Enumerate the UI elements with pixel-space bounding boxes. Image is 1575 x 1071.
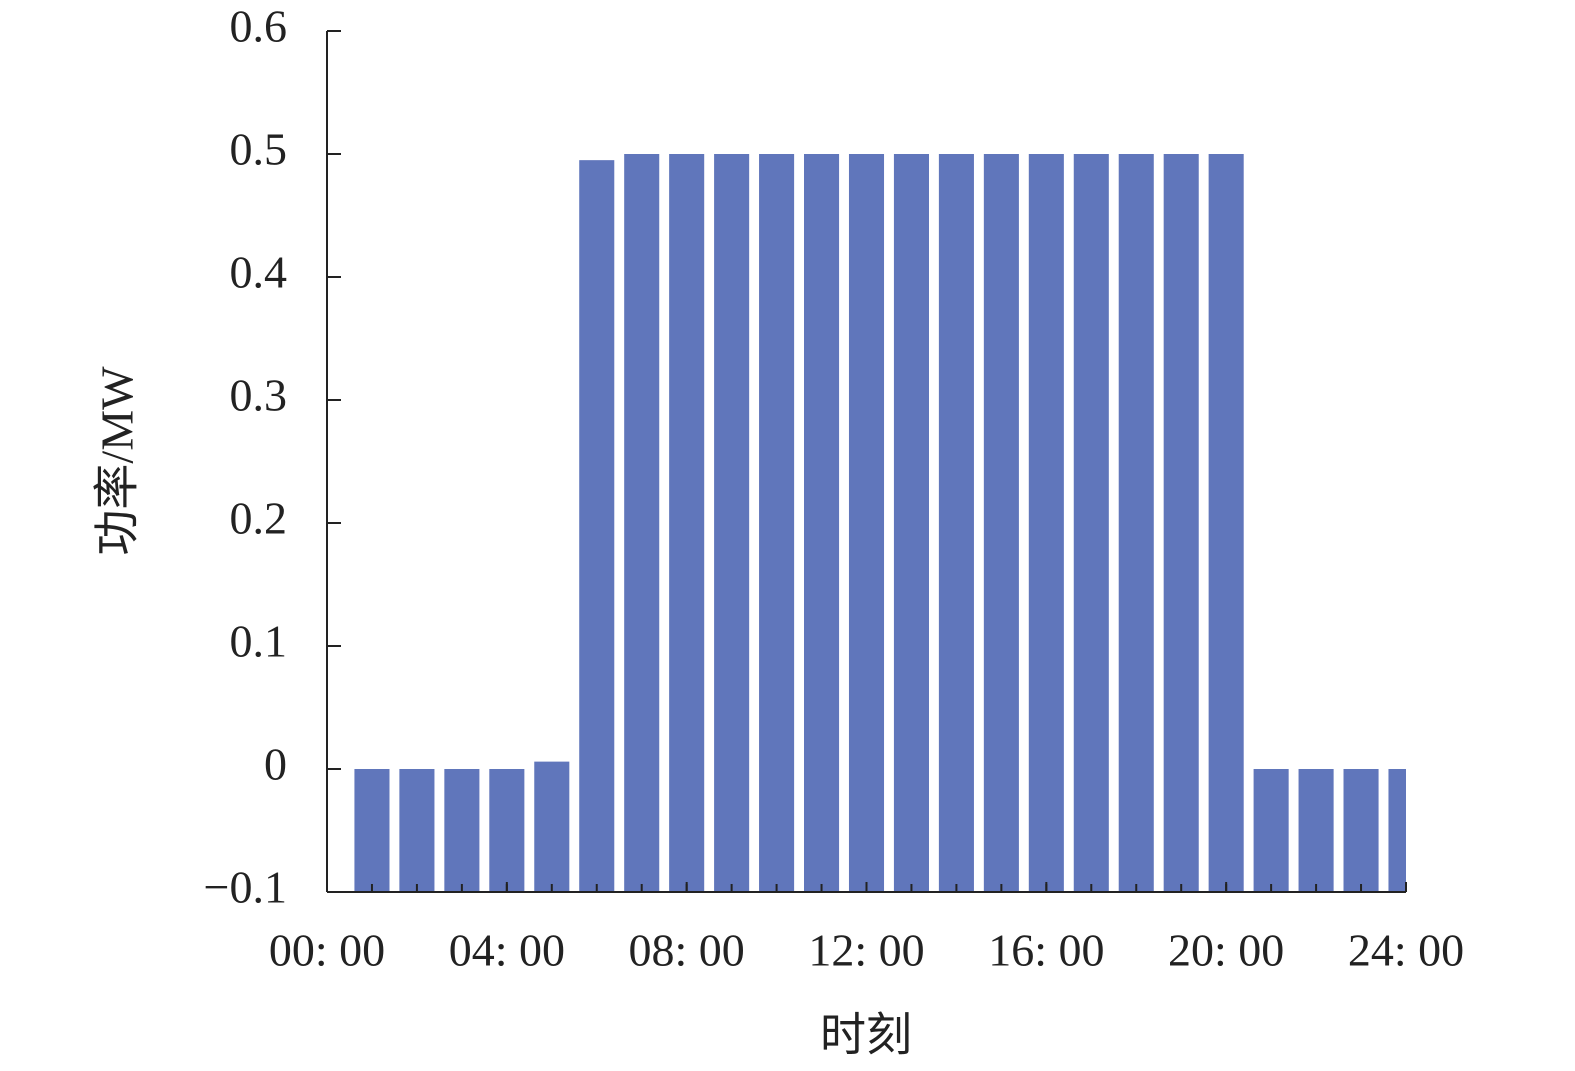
bar: [759, 154, 795, 892]
bar: [579, 160, 615, 892]
bar: [848, 154, 885, 892]
y-tick-label: 0: [264, 739, 287, 790]
bar: [1073, 154, 1109, 892]
y-axis-label: 功率/MW: [92, 366, 143, 556]
bar: [804, 154, 840, 892]
y-tick-label: 0.2: [230, 493, 288, 544]
x-tick-label: 08: 00: [629, 925, 745, 976]
bar: [938, 154, 974, 892]
bar: [399, 769, 435, 892]
bar: [1208, 154, 1244, 892]
x-tick-label: 16: 00: [988, 925, 1104, 976]
bar: [1253, 769, 1289, 892]
bar: [714, 154, 750, 892]
y-tick-label: 0.1: [230, 616, 288, 667]
x-tick-label: 04: 00: [449, 925, 565, 976]
bar: [1298, 769, 1334, 892]
x-tick-label: 24: 00: [1348, 925, 1464, 976]
x-tick-label: 00: 00: [269, 925, 385, 976]
bar: [444, 769, 480, 892]
y-tick-label: 0.6: [230, 1, 288, 52]
x-tick-label: 12: 00: [808, 925, 924, 976]
bar: [1163, 154, 1199, 892]
bar: [669, 154, 705, 892]
bar: [893, 154, 929, 892]
y-tick-label: 0.4: [230, 247, 288, 298]
x-tick-label: 20: 00: [1168, 925, 1284, 976]
bar: [1343, 769, 1379, 892]
y-tick-label: 0.3: [230, 370, 288, 421]
y-tick-label: −0.1: [204, 862, 287, 913]
bar: [489, 769, 525, 892]
bar-group: [354, 154, 1406, 892]
bar: [1388, 769, 1406, 892]
y-tick-label: 0.5: [230, 124, 288, 175]
x-axis-label: 时刻: [820, 1010, 912, 1061]
bar: [534, 761, 570, 892]
bar: [1028, 154, 1064, 892]
bar: [624, 154, 660, 892]
bar: [1118, 154, 1154, 892]
bar: [983, 154, 1019, 892]
bar: [354, 769, 390, 892]
